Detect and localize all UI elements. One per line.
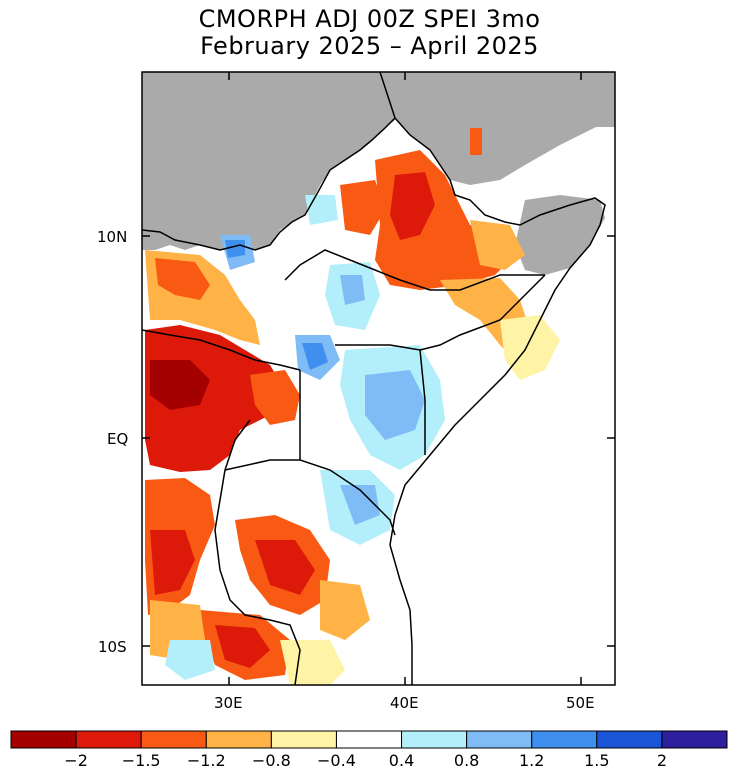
colorbar <box>10 730 728 749</box>
colorbar-label: 0.8 <box>453 751 480 770</box>
map-title-line2: February 2025 – April 2025 <box>200 32 539 60</box>
colorbar-swatch <box>75 730 142 749</box>
plot-frame <box>141 71 616 686</box>
lon-tick-50e: 50E <box>566 694 595 712</box>
boundaries <box>142 72 606 685</box>
colorbar-label: 1.5 <box>584 751 610 770</box>
colorbar-label: −1.5 <box>121 751 161 770</box>
colorbar-label: −0.8 <box>251 751 291 770</box>
colorbar-swatch <box>596 730 663 749</box>
colorbar-label: 0.4 <box>388 751 415 770</box>
colorbar-swatch <box>205 730 272 749</box>
colorbar-swatch <box>270 730 337 749</box>
lat-tick-eq: EQ <box>107 430 129 448</box>
colorbar-swatch <box>140 730 207 749</box>
axis-ticks <box>142 72 615 685</box>
lon-tick-30e: 30E <box>214 694 243 712</box>
map-plot-area <box>142 72 615 685</box>
map-title-line1: CMORPH ADJ 00Z SPEI 3mo <box>198 5 541 33</box>
colorbar-label: −0.4 <box>317 751 356 770</box>
colorbar-swatch <box>401 730 468 749</box>
lon-tick-40e: 40E <box>390 694 419 712</box>
colorbar-label: −1.2 <box>186 751 226 770</box>
colorbar-swatch <box>466 730 533 749</box>
colorbar-label: −2 <box>64 751 88 770</box>
colorbar-swatch <box>335 730 403 749</box>
masked-region <box>142 72 615 185</box>
colorbar-swatch <box>661 730 728 749</box>
colorbar-label: 2 <box>656 751 667 770</box>
colorbar-swatch <box>10 730 77 749</box>
colorbar-swatch <box>531 730 598 749</box>
lat-tick-10n: 10N <box>97 228 128 246</box>
colorbar-label: 1.2 <box>518 751 545 770</box>
lat-tick-10s: 10S <box>98 638 127 656</box>
